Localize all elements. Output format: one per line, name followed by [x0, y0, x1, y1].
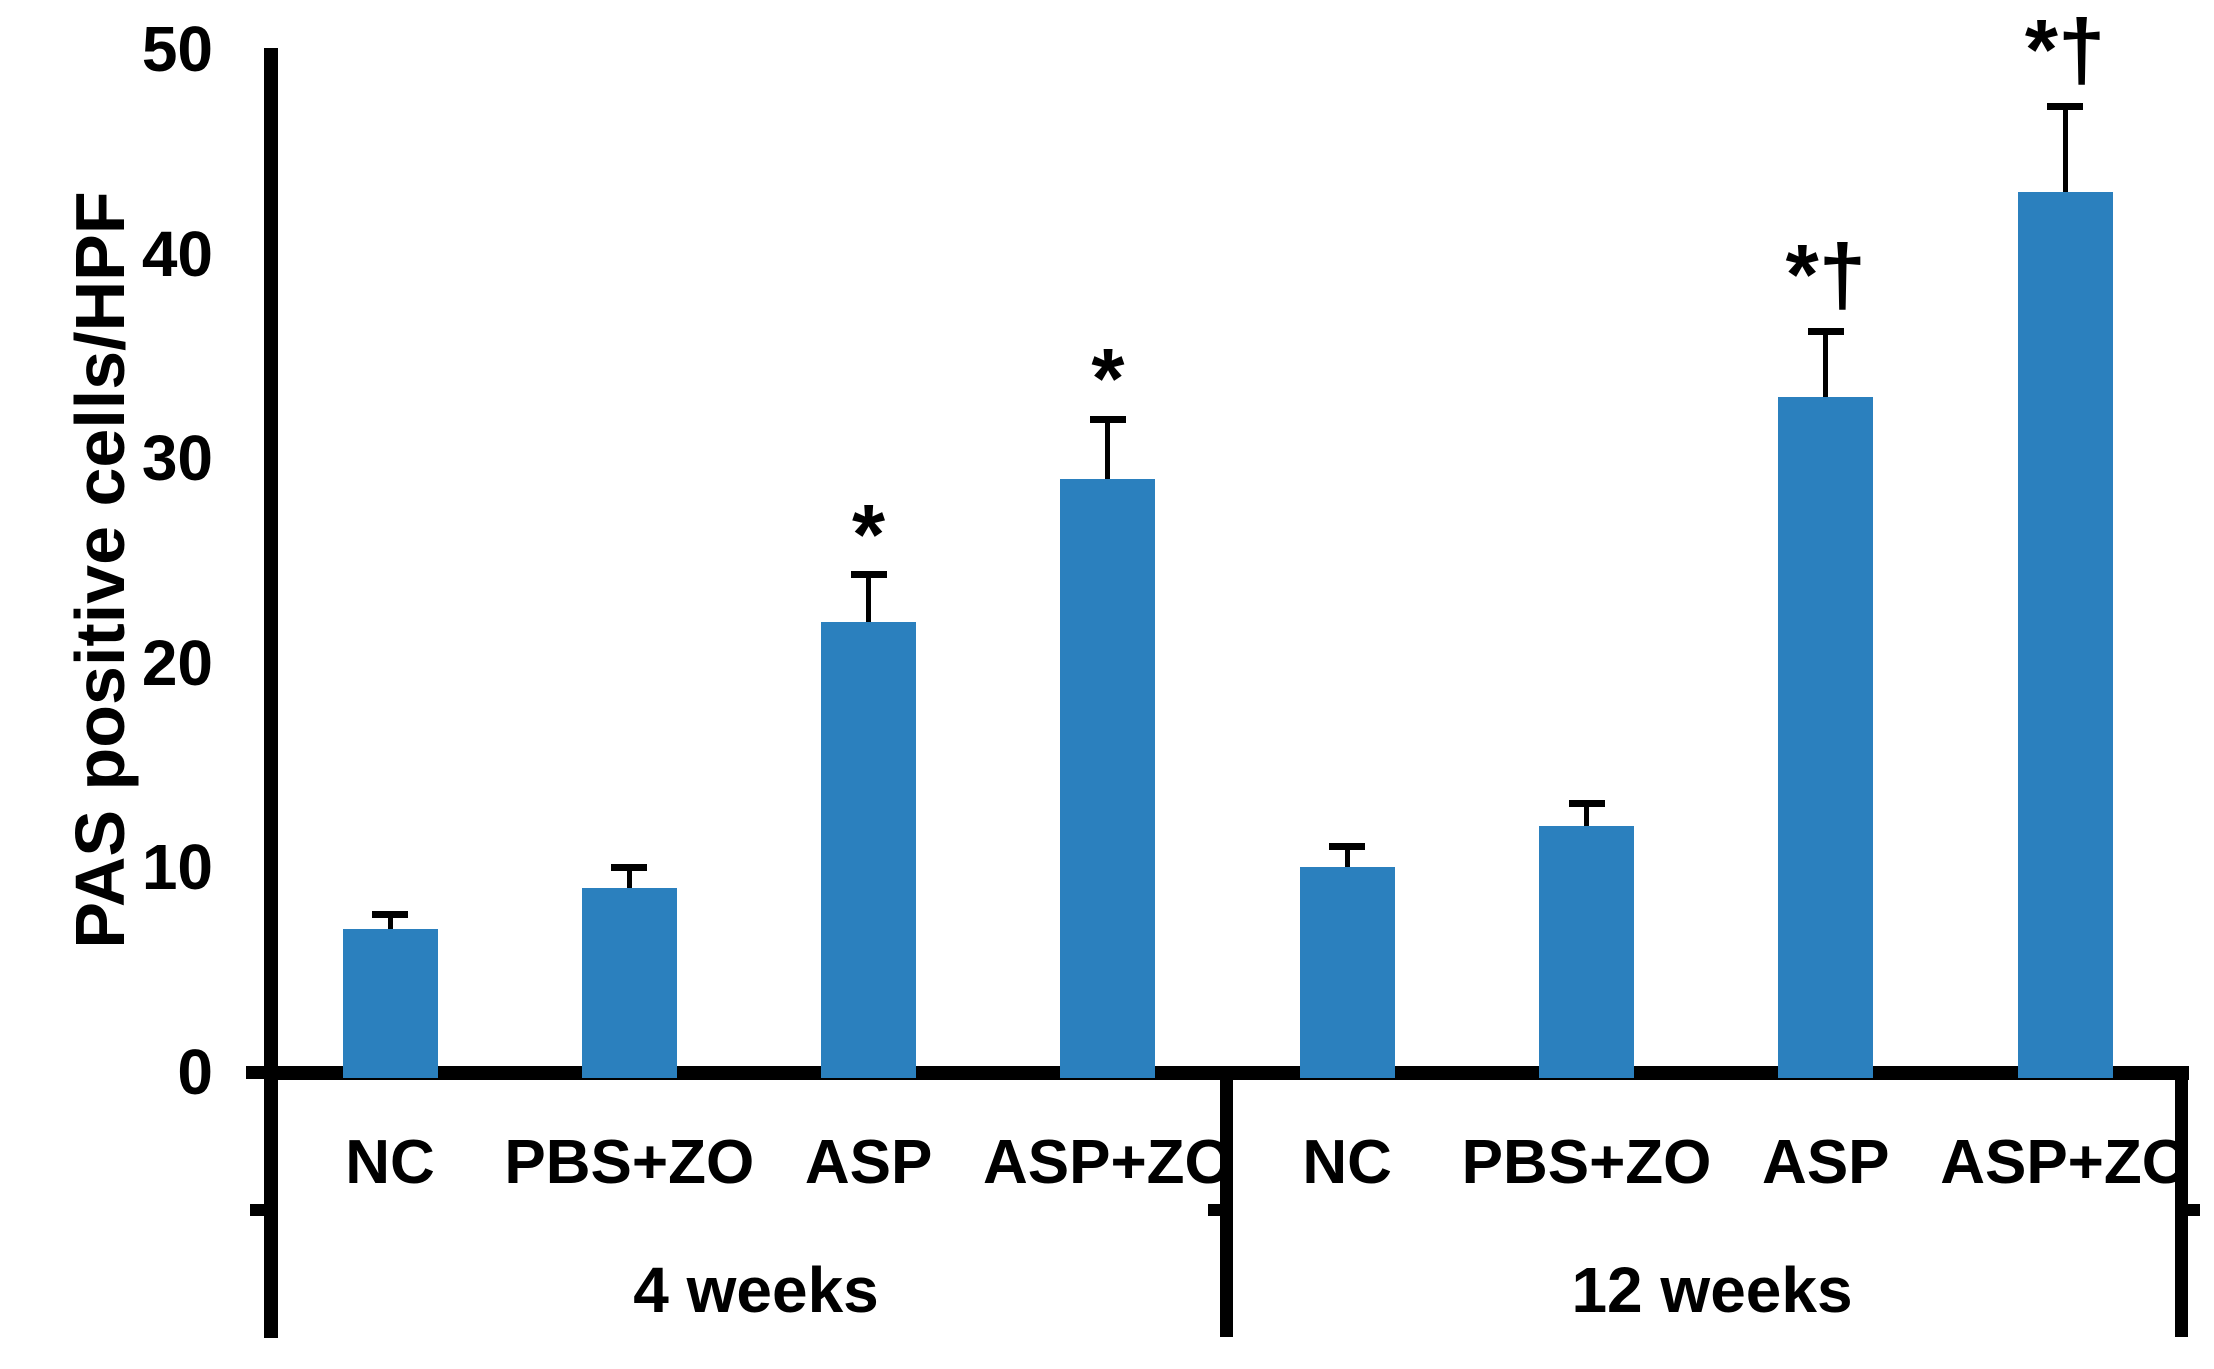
error-cap: [2047, 102, 2084, 110]
category-label: ASP+ZO: [982, 1128, 1233, 1197]
bar: [342, 928, 438, 1078]
mid-row-tick: [1208, 1204, 1220, 1216]
bar: [1060, 478, 1156, 1078]
y-axis-zero-tick: [246, 1066, 264, 1079]
error-whisker: [1344, 846, 1350, 868]
error-cap: [372, 910, 408, 918]
error-cap: [611, 863, 648, 871]
group-label: 12 weeks: [1571, 1254, 1853, 1326]
error-whisker: [1584, 803, 1589, 827]
error-cap: [850, 571, 887, 579]
bar: [581, 887, 677, 1078]
error-whisker: [387, 914, 393, 929]
y-axis-line: [264, 48, 278, 1338]
y-tick-label: 50: [141, 13, 213, 85]
category-label: PBS+ZO: [1461, 1128, 1712, 1197]
error-whisker: [1823, 331, 1829, 397]
y-tick-label: 20: [141, 626, 213, 699]
category-label: ASP: [1762, 1128, 1890, 1197]
y-tick-label: 10: [141, 831, 213, 904]
right-row-tick: [2188, 1204, 2200, 1216]
left-row-tick: [250, 1204, 264, 1216]
significance-annotation: *: [1091, 332, 1125, 428]
bar: [1539, 826, 1634, 1078]
group-divider-line: [1220, 1078, 1233, 1337]
category-label: ASP: [804, 1128, 933, 1197]
category-label: NC: [345, 1128, 435, 1197]
right-border-line: [2175, 1078, 2188, 1337]
x-axis-line: [264, 1066, 2189, 1080]
error-cap: [1568, 800, 1605, 808]
significance-annotation: *: [852, 487, 886, 583]
significance-annotation: *†: [2024, 3, 2106, 99]
category-label: NC: [1302, 1128, 1392, 1197]
y-tick-label: 30: [141, 422, 213, 495]
significance-annotation: *†: [1785, 228, 1866, 324]
bar: [1299, 867, 1395, 1078]
error-whisker: [2062, 106, 2068, 193]
category-label: PBS+ZO: [504, 1128, 755, 1197]
bar: [821, 621, 917, 1078]
error-whisker: [1105, 419, 1111, 479]
bar: [1778, 396, 1874, 1078]
y-tick-label: 0: [177, 1036, 213, 1108]
bar: [2017, 192, 2113, 1078]
error-cap: [1329, 843, 1366, 851]
error-whisker: [626, 867, 632, 888]
error-cap: [1089, 415, 1126, 423]
group-label: 4 weeks: [633, 1254, 879, 1326]
error-cap: [1807, 327, 1844, 335]
y-tick-label: 40: [141, 217, 213, 290]
category-label: ASP+ZO: [1940, 1128, 2190, 1197]
error-whisker: [866, 574, 872, 622]
